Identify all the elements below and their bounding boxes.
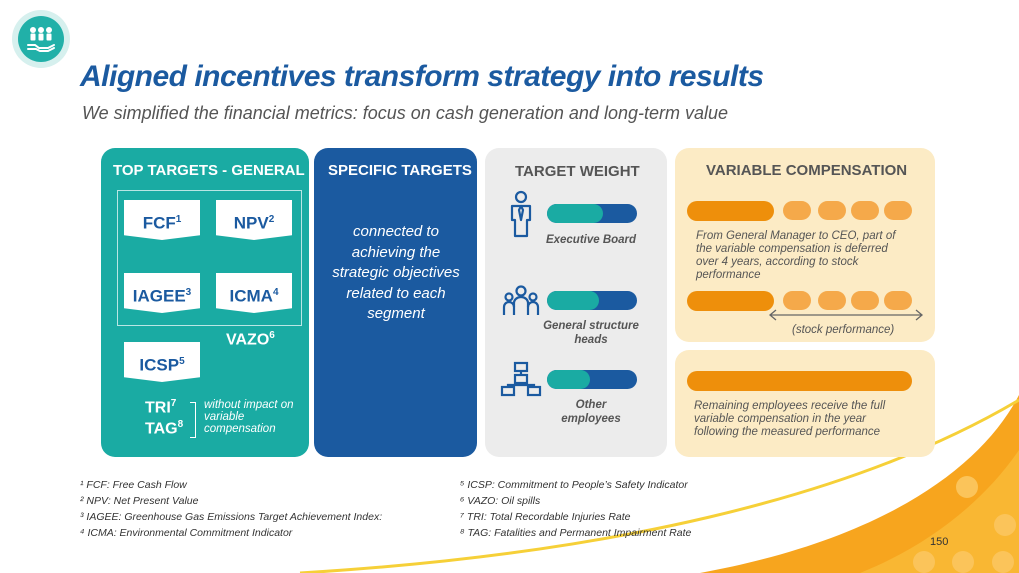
specific-targets-heading: SPECIFIC TARGETS [328,162,472,179]
footnote-4: ⁴ ICMA: Environmental Commitment Indicat… [80,527,293,539]
general-targets-frame [117,190,302,326]
icsp-label: ICSP [139,355,180,375]
tri-label-wrap: TRI7 [145,398,176,417]
variable-desc-remaining: Remaining employees receive the full var… [694,400,886,438]
footnote-7: ⁷ TRI: Total Recordable Injuries Rate [460,511,631,523]
no-impact-note: without impact on variable compensation [204,399,294,435]
page-number: 150 [930,536,949,548]
specific-targets-text: connected to achieving the strategic obj… [332,223,460,322]
weight-label-other: Other employees [561,399,621,425]
tag-label-wrap: TAG8 [145,419,183,438]
variable-comp-heading: VARIABLE COMPENSATION [706,162,908,179]
fcf-label: FCF [142,213,176,233]
comp-dot-2b [818,291,846,310]
icma-label: ICMA [229,286,273,306]
comp-dot-2d [884,291,912,310]
vazo-sup: 6 [269,330,275,341]
comp-dot-1d [884,201,912,220]
footnote-1: ¹ FCF: Free Cash Flow [80,479,187,491]
bracket [190,402,196,438]
comp-dot-2a [783,291,811,310]
iagee-tag: IAGEE3 [124,273,200,313]
double-arrow-icon [768,309,924,321]
fcf-sup: 1 [175,214,182,225]
weight-fill-general-heads [547,291,600,310]
iagee-sup: 3 [185,287,192,298]
iagee-label: IAGEE [132,286,186,306]
tag-sup: 8 [177,419,184,430]
weight-bar-general-heads [547,291,637,310]
weight-fill-executive [547,204,603,223]
weight-label-executive: Executive Board [545,234,637,246]
weight-bar-other [547,370,637,389]
footnote-2: ² NPV: Net Present Value [80,495,199,507]
footnote-6: ⁶ VAZO: Oil spills [460,495,541,507]
vazo-label: VAZO [226,331,270,349]
general-targets-heading: TOP TARGETS - GENERAL [113,162,305,179]
tri-label: TRI [145,399,171,417]
fcf-tag: FCF1 [124,200,200,240]
icsp-tag: ICSP5 [124,342,200,382]
footnote-3: ³ IAGEE: Greenhouse Gas Emissions Target… [80,511,383,523]
page-subtitle: We simplified the financial metrics: foc… [82,103,728,123]
specific-targets-panel [314,148,477,457]
npv-sup: 2 [268,214,275,225]
comp-dot-1c [851,201,879,220]
icma-sup: 4 [272,287,279,298]
people-hand-icon [27,27,55,52]
icsp-sup: 5 [179,356,185,367]
comp-pill-1 [687,201,774,221]
comp-pill-2 [687,291,774,311]
vazo-label-wrap: VAZO6 [226,330,275,349]
weight-fill-other [547,370,591,389]
icma-tag: ICMA4 [216,273,292,313]
stock-performance-label: (stock performance) [792,324,895,336]
target-weight-heading: TARGET WEIGHT [515,163,640,180]
comp-dot-2c [851,291,879,310]
variable-desc-deferred: From General Manager to CEO, part of the… [696,230,896,281]
weight-bar-executive [547,204,637,223]
comp-pill-full [687,371,912,391]
tri-sup: 7 [170,398,177,409]
page-title: Aligned incentives transform strategy in… [80,60,764,93]
comp-dot-1a [783,201,811,220]
weight-label-general-heads: General structure heads [543,320,639,346]
variable-comp-panel-remaining [675,350,935,457]
footnote-8: ⁸ TAG: Fatalities and Permanent Impairme… [460,527,692,539]
footnote-5: ⁵ ICSP: Commitment to People’s Safety In… [460,479,688,491]
group-icon [502,285,540,315]
logo-badge [12,10,70,68]
tag-label: TAG [145,420,178,438]
comp-dot-1b [818,201,846,220]
org-chart-icon [500,361,542,397]
npv-tag: NPV2 [216,200,292,240]
person-tie-icon [510,190,532,238]
npv-label: NPV [233,213,269,233]
